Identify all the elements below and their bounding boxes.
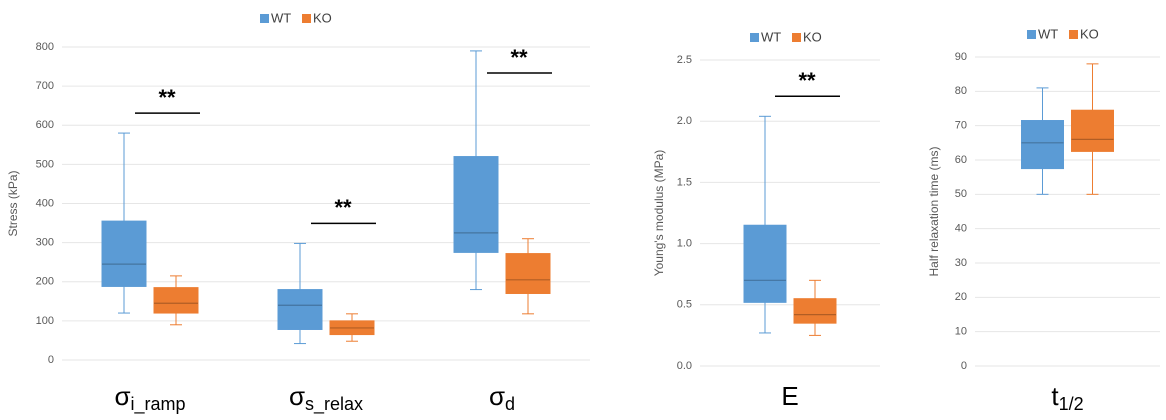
y-tick-label: 500	[36, 158, 54, 170]
y-tick-label: 300	[36, 237, 54, 249]
legend-swatch	[1069, 30, 1078, 39]
x-tick-label: E	[781, 381, 798, 411]
box	[453, 156, 499, 253]
y-tick-label: 10	[955, 326, 967, 338]
box	[277, 289, 323, 330]
y-tick-label: 800	[36, 41, 54, 53]
category-subscript: s_relax	[305, 394, 363, 415]
y-tick-label: 400	[36, 197, 54, 209]
legend-swatch	[1027, 30, 1036, 39]
legend-swatch	[302, 14, 311, 23]
legend-label: KO	[1080, 26, 1099, 41]
x-tick-label: σi_ramp	[114, 381, 185, 415]
category-base: E	[781, 381, 798, 411]
y-axis-label: Young's modulus (MPa)	[652, 150, 666, 277]
significance-label: **	[334, 195, 352, 220]
box	[743, 224, 787, 303]
y-tick-label: 40	[955, 223, 967, 235]
y-tick-label: 1.5	[677, 176, 692, 188]
y-tick-label: 80	[955, 85, 967, 97]
y-tick-label: 2.0	[677, 115, 692, 127]
y-tick-label: 0	[961, 360, 967, 372]
y-tick-label: 0.0	[677, 360, 692, 372]
box	[1071, 109, 1114, 152]
x-tick-label: σd	[489, 381, 515, 414]
y-tick-label: 700	[36, 80, 54, 92]
y-tick-label: 0	[48, 354, 54, 366]
y-tick-label: 600	[36, 119, 54, 131]
y-tick-label: 100	[36, 315, 54, 327]
y-tick-label: 70	[955, 120, 967, 132]
y-axis-label: Half relaxation time (ms)	[927, 146, 941, 276]
category-base: σ	[289, 381, 305, 411]
significance-label: **	[158, 85, 176, 110]
box	[793, 298, 837, 324]
category-subscript: d	[505, 394, 515, 414]
y-tick-label: 60	[955, 154, 967, 166]
legend-label: WT	[271, 10, 291, 25]
category-subscript: 1/2	[1059, 394, 1084, 414]
legend-swatch	[750, 33, 759, 42]
category-base: t	[1051, 381, 1059, 411]
y-axis-label: Stress (kPa)	[6, 170, 20, 236]
y-tick-label: 200	[36, 276, 54, 288]
y-tick-label: 20	[955, 291, 967, 303]
legend-label: KO	[313, 10, 332, 25]
y-tick-label: 50	[955, 188, 967, 200]
legend-label: KO	[803, 29, 822, 44]
legend-swatch	[792, 33, 801, 42]
significance-label: **	[510, 45, 528, 70]
x-tick-label: t1/2	[1051, 381, 1083, 414]
significance-label: **	[798, 68, 816, 93]
y-tick-label: 90	[955, 51, 967, 63]
box	[1021, 120, 1064, 170]
category-subscript: i_ramp	[131, 394, 186, 415]
y-tick-label: 0.5	[677, 299, 692, 311]
box	[101, 220, 147, 287]
y-tick-label: 1.0	[677, 238, 692, 250]
box	[329, 320, 375, 336]
legend-label: WT	[761, 29, 781, 44]
category-base: σ	[114, 381, 130, 411]
category-base: σ	[489, 381, 505, 411]
y-tick-label: 2.5	[677, 54, 692, 66]
box	[505, 253, 551, 294]
box	[153, 287, 199, 314]
legend-label: WT	[1038, 26, 1058, 41]
y-tick-label: 30	[955, 257, 967, 269]
legend-swatch	[260, 14, 269, 23]
x-tick-label: σs_relax	[289, 381, 363, 415]
